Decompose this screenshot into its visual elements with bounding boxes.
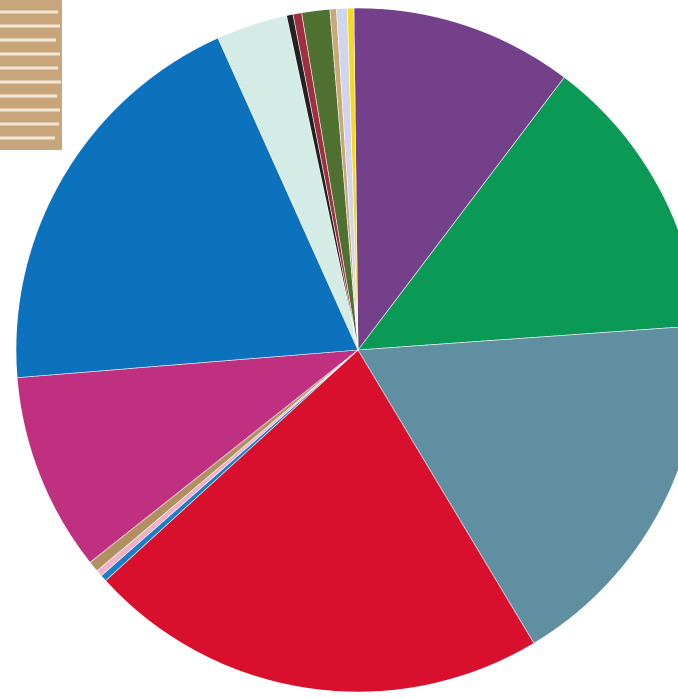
- coin-stack-body: [0, 0, 62, 150]
- pie-slice: [105, 349, 535, 693]
- pie-slice: [15, 37, 359, 378]
- pie-slice: [347, 7, 359, 351]
- pie-slice: [357, 76, 678, 351]
- coin-edges: [0, 10, 61, 140]
- pie-slice: [16, 349, 359, 563]
- pie: [15, 7, 678, 693]
- pie-slice: [353, 7, 565, 351]
- pie-slice: [357, 326, 678, 644]
- coin-stack: [0, 0, 62, 150]
